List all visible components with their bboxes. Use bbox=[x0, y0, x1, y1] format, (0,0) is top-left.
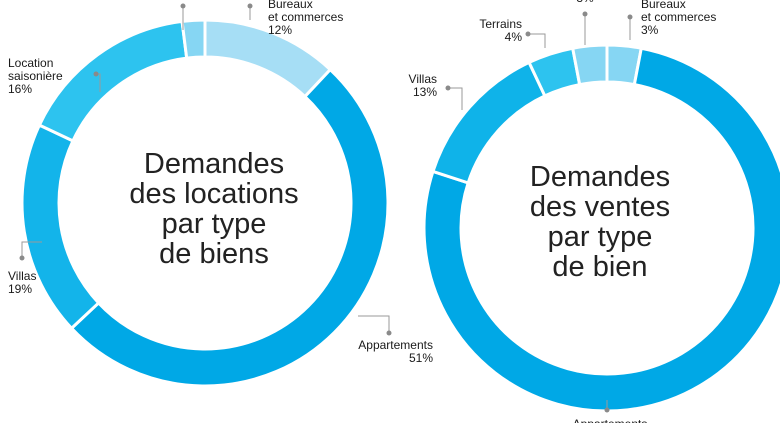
segment-label: Villas bbox=[409, 72, 437, 86]
segment-label: Location saisonière bbox=[8, 56, 63, 83]
value-label: 13% bbox=[413, 85, 437, 99]
donut-segment bbox=[570, 43, 609, 87]
donut-segment bbox=[422, 46, 780, 413]
leader-dot bbox=[525, 31, 531, 37]
value-label: 12% bbox=[268, 23, 292, 37]
leader-dot bbox=[19, 255, 25, 261]
leader-dot bbox=[445, 85, 451, 91]
segment-label: Appartements bbox=[358, 338, 433, 352]
leader-dot bbox=[247, 3, 253, 9]
value-label: 3% bbox=[641, 23, 659, 37]
value-label: 19% bbox=[8, 282, 32, 296]
segment-label: Appartements bbox=[573, 417, 648, 423]
leader-dot bbox=[180, 3, 186, 9]
value-label: 16% bbox=[8, 82, 32, 96]
segment-label: Bureaux et commerces bbox=[641, 0, 716, 24]
donut-segment bbox=[180, 18, 207, 60]
segment-label: Terrains bbox=[479, 17, 522, 31]
value-label: 3% bbox=[576, 0, 594, 5]
leader-dot bbox=[627, 14, 633, 20]
value-label: 51% bbox=[409, 351, 433, 365]
value-label: 4% bbox=[505, 30, 523, 44]
donut-segment bbox=[69, 67, 390, 388]
segment-label: Bureaux et commerces bbox=[268, 0, 343, 24]
donut-segment bbox=[431, 60, 547, 185]
leader-line bbox=[21, 241, 42, 258]
leader-line bbox=[448, 87, 463, 110]
leader-dot bbox=[582, 11, 588, 17]
leader-dot bbox=[93, 71, 99, 77]
chart-title: Demandes des ventes par type de bien bbox=[530, 161, 670, 283]
chart-title: Demandes des locations par type de biens bbox=[129, 148, 298, 270]
donut-segment bbox=[20, 123, 101, 331]
leader-line bbox=[528, 33, 546, 48]
segment-label: Villas bbox=[8, 269, 36, 283]
leader-line bbox=[358, 315, 390, 333]
leader-dot bbox=[604, 407, 610, 413]
leader-dot bbox=[386, 330, 392, 336]
